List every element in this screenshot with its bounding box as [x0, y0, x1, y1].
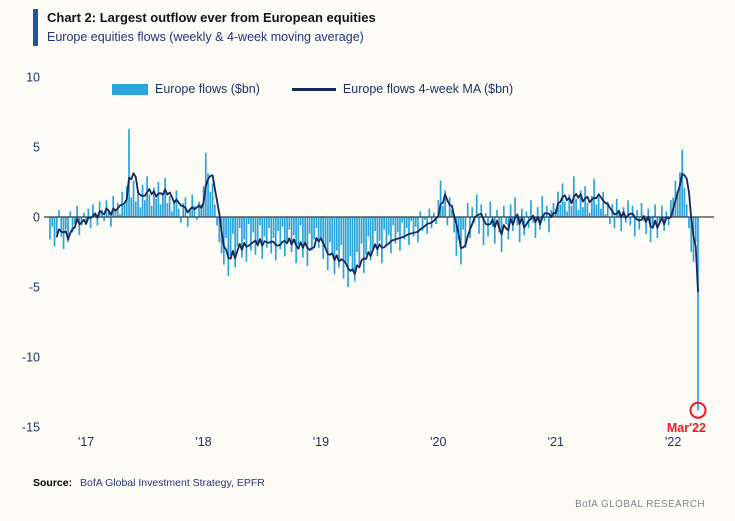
- legend-item-europe-flows: Europe flows ($bn): [112, 82, 260, 96]
- x-tick-label: '17: [78, 435, 94, 449]
- chart-header: Chart 2: Largest outflow ever from Europ…: [33, 9, 376, 46]
- bars-europe-flows: [49, 128, 699, 411]
- bar-swatch-icon: [112, 83, 148, 95]
- legend-item-4-week-ma: Europe flows 4-week MA ($bn): [291, 82, 514, 96]
- ma-line: [55, 172, 699, 293]
- legend-label-europe-flows: Europe flows ($bn): [155, 82, 260, 96]
- brand-credit: BofA GLOBAL RESEARCH: [575, 499, 705, 510]
- title-block: Chart 2: Largest outflow ever from Europ…: [47, 9, 376, 46]
- legend-label-4-week-ma: Europe flows 4-week MA ($bn): [342, 82, 514, 96]
- y-tick-label: -10: [22, 351, 40, 365]
- source-text: BofA Global Investment Strategy, EPFR: [80, 477, 265, 489]
- y-tick-label: 5: [33, 141, 40, 155]
- y-tick-label: 0: [33, 211, 40, 225]
- chart-legend: Europe flows ($bn) Europe flows 4-week M…: [112, 82, 513, 96]
- x-tick-label: '21: [548, 435, 564, 449]
- x-tick-label: '18: [195, 435, 211, 449]
- x-tick-label: '20: [430, 435, 446, 449]
- source-line: Source: BofA Global Investment Strategy,…: [33, 477, 265, 489]
- y-tick-label: -15: [22, 421, 40, 435]
- y-tick-label: -5: [29, 281, 40, 295]
- chart-subtitle: Europe equities flows (weekly & 4-week m…: [47, 29, 364, 44]
- x-tick-label: '22: [665, 435, 681, 449]
- x-tick-label: '19: [313, 435, 329, 449]
- annotation-circle: [689, 401, 707, 419]
- chart-title: Chart 2: Largest outflow ever from Europ…: [47, 10, 376, 25]
- line-swatch-icon: [291, 87, 336, 91]
- title-accent-bar: [33, 9, 38, 46]
- annotation-label: Mar'22: [667, 421, 706, 435]
- y-tick-label: 10: [26, 71, 40, 85]
- source-label: Source:: [33, 477, 73, 489]
